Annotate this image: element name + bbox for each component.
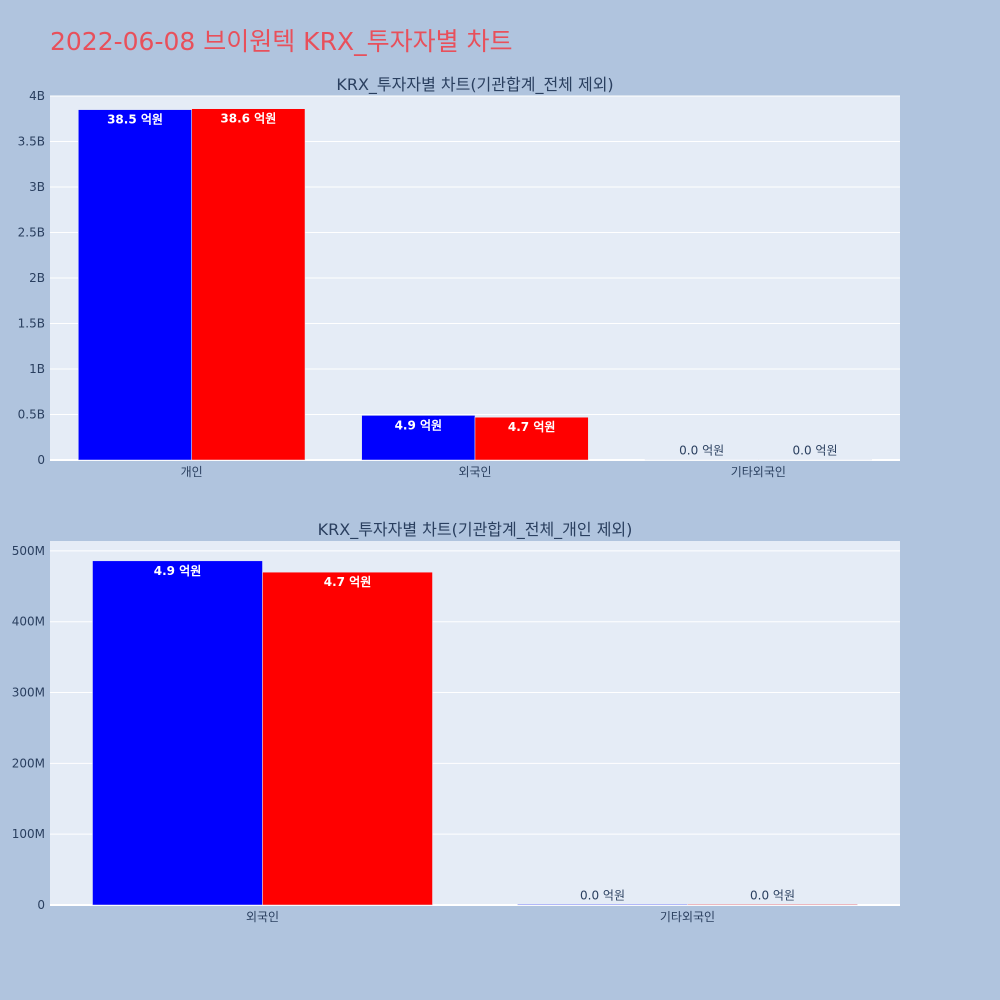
chart1-bar [78, 109, 192, 461]
chart1-ytick-label: 3B [29, 180, 45, 194]
chart-investor-excl-institution: KRX_투자자별 차트(기관합계_전체 제외) 0 0.5B 1B 1.5B 2B 2.5B… [18, 75, 900, 479]
chart2-bar [262, 571, 433, 906]
chart1-ytick-label: 3.5B [18, 135, 45, 149]
chart1-ytick-label: 1B [29, 362, 45, 376]
chart2-ytick-label: 400M [12, 615, 45, 629]
chart-investor-excl-institution-individual: KRX_투자자별 차트(기관합계_전체_개인 제외) 0 100M 200M 300M 4… [12, 520, 900, 924]
chart1-title: KRX_투자자별 차트(기관합계_전체 제외) [336, 75, 613, 95]
chart1-bar [758, 459, 872, 461]
chart1-ytick-label: 0 [37, 453, 45, 467]
chart1-xtick-label: 기타외국인 [731, 465, 786, 479]
chart2-bar-label: 0.0 억원 [580, 888, 625, 902]
chart2-ytick-label: 200M [12, 756, 45, 770]
chart1-bar [644, 459, 759, 461]
chart1-bar-label: 38.5 억원 [107, 113, 163, 127]
chart1-bar-label: 0.0 억원 [793, 444, 838, 458]
chart2-ytick-label: 100M [12, 827, 45, 841]
chart1-ytick-label: 4B [29, 89, 45, 103]
chart1-xtick-label: 개인 [181, 465, 203, 479]
chart1-xtick-label: 외국인 [458, 465, 491, 479]
chart1-ytick-label: 2B [29, 271, 45, 285]
chart1-bar-label: 38.6 억원 [220, 112, 276, 126]
chart1-bar [191, 108, 306, 461]
chart2-xtick-label: 외국인 [246, 910, 279, 924]
chart1-bar-label: 4.9 억원 [395, 418, 443, 432]
chart2-bar-label: 4.7 억원 [324, 575, 372, 589]
chart1-ytick-label: 0.5B [18, 408, 45, 422]
chart2-bar [92, 560, 263, 906]
chart1-bar-label: 4.7 억원 [508, 420, 556, 434]
chart2-bar [687, 904, 858, 906]
chart2-bar-label: 4.9 억원 [154, 564, 202, 578]
chart2-ytick-label: 300M [12, 686, 45, 700]
page-title: 2022-06-08 브이원텍 KRX_투자자별 차트 [50, 27, 513, 56]
chart1-bar [361, 415, 476, 461]
chart2-bar-label: 0.0 억원 [750, 888, 795, 902]
chart1-bar-label: 0.0 억원 [679, 444, 724, 458]
chart2-bar [517, 904, 688, 906]
chart2-xtick-label: 기타외국인 [660, 910, 715, 924]
chart1-ytick-label: 2.5B [18, 226, 45, 240]
chart2-title: KRX_투자자별 차트(기관합계_전체_개인 제외) [318, 520, 633, 540]
chart2-ytick-label: 500M [12, 544, 45, 558]
chart2-ytick-label: 0 [37, 898, 45, 912]
chart1-bar [474, 416, 589, 461]
chart1-ytick-label: 1.5B [18, 317, 45, 331]
